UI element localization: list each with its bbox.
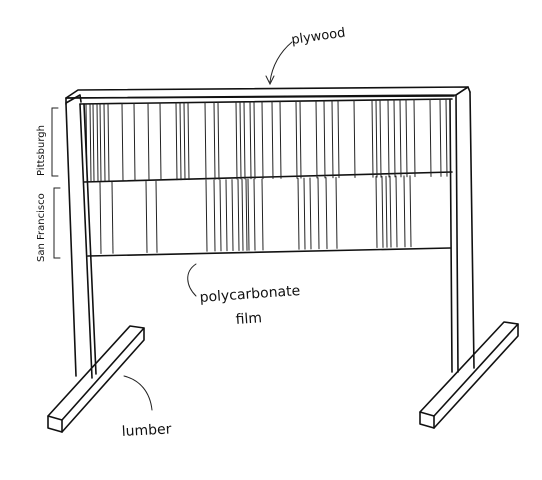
film-stripe xyxy=(187,102,190,181)
film-stripe xyxy=(245,178,248,251)
film-stripe xyxy=(92,103,95,182)
film-stripe xyxy=(409,175,412,248)
film-stripe xyxy=(217,101,220,180)
film-stripe xyxy=(371,99,374,178)
film-stripe xyxy=(239,101,242,180)
film-stripe xyxy=(323,100,326,179)
film-panel xyxy=(79,98,453,257)
film-stripe xyxy=(445,98,448,177)
film-stripe xyxy=(219,179,222,252)
film-stripe xyxy=(213,101,216,180)
film-stripe xyxy=(309,177,312,250)
film-stripe xyxy=(297,177,300,250)
film-stripe xyxy=(379,99,382,178)
plywood-label: plywood xyxy=(290,26,346,48)
left-leg xyxy=(65,94,97,379)
film-stripe xyxy=(429,98,432,177)
film-stripe xyxy=(111,181,114,254)
film-stripe xyxy=(96,103,99,182)
film-stripe xyxy=(325,177,328,250)
film-stripe xyxy=(205,179,208,252)
film-stripe xyxy=(385,175,388,248)
film-stripe xyxy=(403,175,406,248)
left-foot-lumber xyxy=(47,325,145,433)
film-stripe xyxy=(261,101,264,180)
film-stripe xyxy=(175,102,178,181)
film-stripe xyxy=(231,179,234,252)
leader-lines xyxy=(123,41,293,411)
film-stripe xyxy=(399,99,402,178)
film-stripe xyxy=(389,175,392,248)
san-francisco-label: San Francisco xyxy=(36,193,47,262)
right-leg xyxy=(449,86,475,373)
film-stripe xyxy=(121,102,124,181)
film-stripe xyxy=(249,101,252,180)
film-stripe xyxy=(261,178,264,251)
film-stripe xyxy=(147,102,150,181)
film-stripe xyxy=(405,99,408,178)
film-stripe xyxy=(99,182,102,255)
city-brackets xyxy=(51,107,61,259)
film-stripe xyxy=(331,100,334,179)
film-stripe xyxy=(375,99,378,178)
polycarbonate-label: polycarbonate xyxy=(199,283,301,306)
film-stripe xyxy=(235,101,238,180)
film-stripe xyxy=(353,99,356,178)
film-stripe xyxy=(247,178,250,251)
pittsburgh-label: Pittsburgh xyxy=(36,125,47,176)
film-stripe xyxy=(237,179,240,252)
film-stripe xyxy=(253,178,256,251)
film-stripe xyxy=(243,101,246,180)
film-stripe xyxy=(317,177,320,250)
film-stripe xyxy=(279,100,282,179)
film-stripe xyxy=(271,101,274,180)
film-stripe xyxy=(315,100,318,179)
film-stripe xyxy=(335,176,338,249)
film-stripe xyxy=(387,99,390,178)
film-stripe xyxy=(413,99,416,178)
film-stripe xyxy=(89,103,92,182)
film-stripe xyxy=(393,99,396,178)
film-stripe xyxy=(225,179,228,252)
film-label: film xyxy=(235,310,262,328)
film-stripe xyxy=(99,103,102,182)
film-stripe xyxy=(299,100,302,179)
pittsburgh-stripes xyxy=(85,98,448,182)
film-stripe xyxy=(241,178,244,251)
film-stripe xyxy=(395,175,398,248)
film-stripe xyxy=(253,101,256,180)
film-stripe xyxy=(303,177,306,250)
film-stripe xyxy=(204,101,207,180)
film-stripe xyxy=(295,100,298,179)
film-stripe xyxy=(145,181,148,254)
film-stripe xyxy=(183,102,186,181)
film-stripe xyxy=(159,102,162,181)
film-stripe xyxy=(155,180,158,253)
film-stripe xyxy=(179,102,182,181)
san-francisco-stripes xyxy=(99,175,412,255)
film-stripe xyxy=(439,98,442,177)
film-stripe xyxy=(213,179,216,252)
right-foot-lumber xyxy=(419,321,519,429)
film-stripe xyxy=(133,102,136,181)
film-stripe xyxy=(381,175,384,248)
film-stripe xyxy=(337,100,340,179)
lumber-label: lumber xyxy=(121,421,172,440)
film-stripe xyxy=(375,175,378,248)
film-stripe xyxy=(107,103,110,182)
film-stripe xyxy=(103,103,106,182)
